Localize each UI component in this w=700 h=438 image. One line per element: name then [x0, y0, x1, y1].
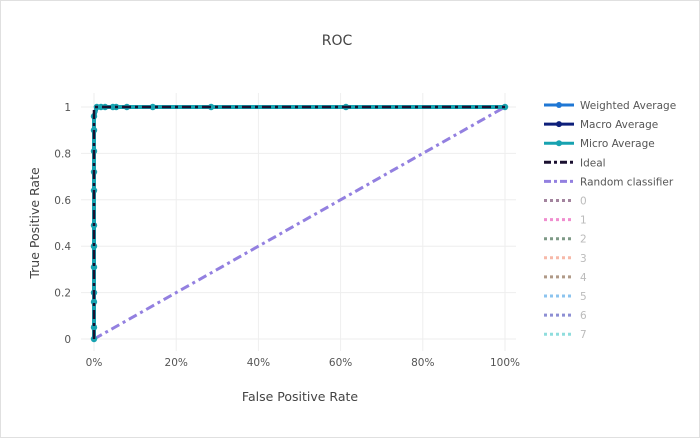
legend-item[interactable]: Ideal	[544, 157, 606, 169]
legend-label: Micro Average	[580, 138, 655, 150]
micro-average-point	[207, 103, 215, 111]
legend-label: Macro Average	[580, 119, 658, 131]
legend-label: 2	[580, 234, 587, 246]
y-tick-label: 0.6	[54, 195, 71, 207]
micro-average-point	[90, 263, 98, 271]
legend-marker	[556, 102, 562, 108]
x-tick-label: 60%	[329, 357, 352, 369]
legend-label: Weighted Average	[580, 100, 676, 112]
x-tick-label: 40%	[247, 357, 270, 369]
legend-item[interactable]: 4	[544, 272, 587, 284]
legend-label: 3	[580, 253, 587, 265]
y-tick-label: 0	[64, 334, 71, 346]
legend-item[interactable]: Micro Average	[544, 138, 655, 150]
micro-average-point	[149, 103, 156, 111]
y-tick-label: 0.4	[54, 241, 71, 253]
legend-label: Ideal	[580, 157, 606, 169]
y-tick-label: 1	[64, 102, 71, 114]
ideal-line	[92, 105, 505, 339]
legend-item[interactable]: Macro Average	[544, 119, 658, 131]
micro-average-point	[90, 324, 98, 331]
y-tick-label: 0.8	[54, 148, 71, 160]
legend-label: 0	[580, 196, 587, 208]
x-tick-label: 0%	[86, 357, 103, 369]
legend-label: 7	[580, 329, 587, 341]
x-axis-label: False Positive Rate	[242, 389, 358, 404]
legend-label: 4	[580, 272, 587, 284]
legend-item[interactable]: 6	[544, 310, 587, 322]
legend-item[interactable]: Random classifier	[544, 176, 674, 188]
random-classifier-line	[93, 105, 506, 341]
legend-item[interactable]: 7	[544, 329, 587, 341]
x-tick-label: 20%	[165, 357, 188, 369]
legend-marker	[556, 140, 562, 147]
y-axis-label: True Positive Rate	[27, 167, 42, 280]
legend-marker	[556, 121, 562, 128]
legend-label: Random classifier	[580, 176, 674, 188]
chart-title: ROC	[322, 33, 353, 49]
legend-label: 1	[580, 215, 587, 227]
legend-item[interactable]: Weighted Average	[544, 100, 676, 112]
micro-average-point	[90, 298, 98, 306]
micro-average-point	[90, 243, 98, 250]
legend-item[interactable]: 1	[544, 215, 587, 227]
legend-item[interactable]: 3	[544, 253, 587, 265]
legend-item[interactable]: 5	[544, 291, 587, 303]
x-tick-label: 100%	[490, 357, 520, 369]
x-tick-label: 80%	[411, 357, 434, 369]
y-tick-label: 0.2	[54, 288, 71, 300]
legend-label: 6	[580, 310, 587, 322]
legend-label: 5	[580, 291, 587, 303]
legend-item[interactable]: 2	[544, 234, 587, 246]
legend-item[interactable]: 0	[544, 196, 587, 208]
